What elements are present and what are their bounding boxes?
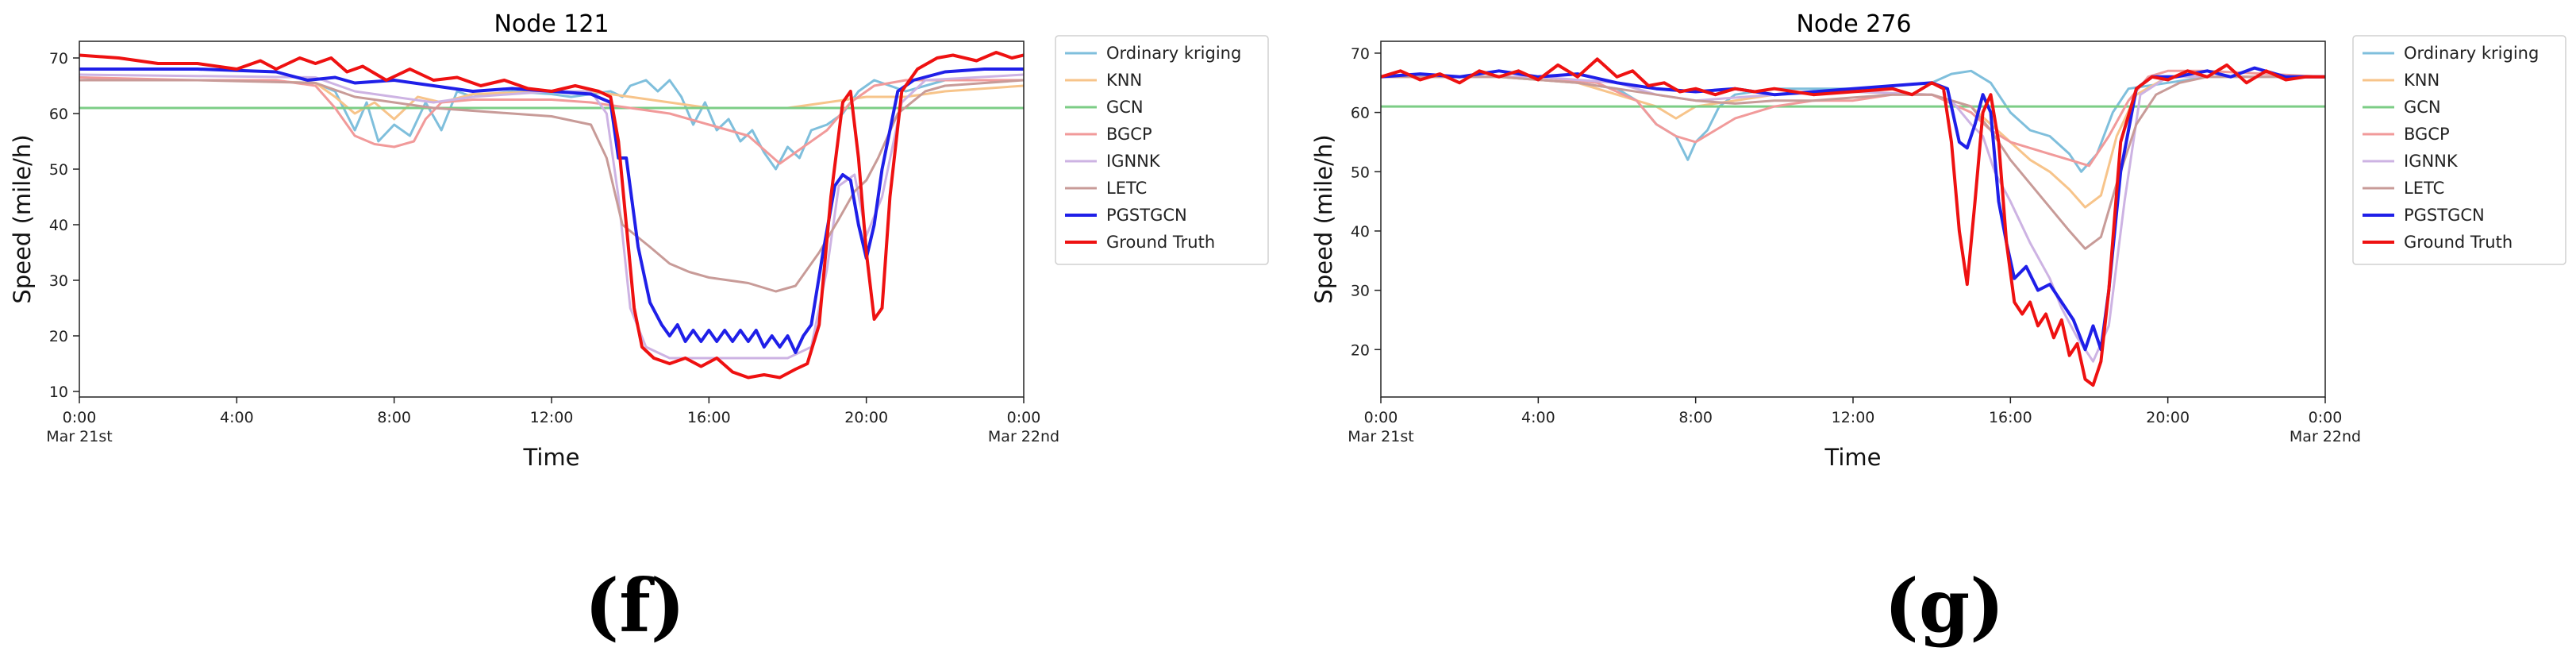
x-tick-sublabel: Mar 21st — [1348, 428, 1413, 445]
y-tick-label: 20 — [49, 328, 68, 345]
x-tick-label: 16:00 — [687, 409, 731, 426]
series-line-letc — [79, 79, 1024, 293]
y-tick-label: 20 — [1351, 341, 1370, 359]
x-axis-label: Time — [1824, 444, 1882, 471]
x-tick-sublabel: Mar 22nd — [988, 428, 1059, 445]
y-tick-label: 70 — [49, 50, 68, 67]
y-tick-label: 60 — [49, 106, 68, 123]
chart-title: Node 121 — [494, 10, 609, 38]
legend-entry-gcn: GCN — [1106, 98, 1144, 117]
x-axis-label: Time — [523, 444, 580, 471]
series-line-knn — [1381, 75, 2325, 209]
legend: Ordinary kriging KNN GCN BGCP IGNNK LETC PGSTG… — [1055, 35, 1269, 265]
legend-entry-knn: KNN — [1106, 71, 1142, 90]
y-tick-label: 50 — [49, 161, 68, 179]
legend: Ordinary kriging KNN GCN BGCP IGNNK LETC PGSTG… — [2352, 35, 2566, 265]
plot-area: 10 20 30 40 50 60 70 0:00 Mar 21st 4:00 8:00 12:00 1… — [9, 40, 1059, 471]
panel-label: (g) — [1884, 563, 2004, 649]
y-tick-label: 60 — [1351, 105, 1370, 122]
x-tick-label: 4:00 — [1521, 409, 1555, 426]
y-tick-label: 70 — [1351, 45, 1370, 63]
legend-entry-ordinary-kriging: Ordinary kriging — [1106, 44, 1241, 63]
plot-area: 20 30 40 50 60 70 0:00 Mar 21st 4:00 8:00 12:00 16:… — [1310, 40, 2361, 471]
legend-entry-ground-truth: Ground Truth — [1106, 233, 1215, 252]
legend-entry-bgcp: BGCP — [2404, 125, 2450, 144]
legend-entry-gcn: GCN — [2404, 98, 2441, 117]
y-axis-label: Speed (mile/h) — [1310, 134, 1337, 303]
y-tick-label: 30 — [1351, 283, 1370, 300]
series-line-pgstgcn — [79, 67, 1024, 354]
legend-entry-letc: LETC — [2404, 179, 2444, 198]
legend-entry-pgstgcn: PGSTGCN — [1106, 206, 1187, 225]
x-tick-label: 4:00 — [220, 409, 254, 426]
x-tick-sublabel: Mar 22nd — [2290, 428, 2361, 445]
legend-entry-ignnk: IGNNK — [2404, 152, 2459, 171]
chart-panel-f: Node 121 10 20 30 40 50 60 70 0:00 Mar 21st 4:00 8… — [9, 10, 1269, 649]
y-tick-label: 10 — [49, 384, 68, 401]
panel-label: (f) — [585, 563, 686, 649]
x-tick-label: 0:00 — [63, 409, 97, 426]
legend-entry-ground-truth: Ground Truth — [2404, 233, 2513, 252]
legend-entry-bgcp: BGCP — [1106, 125, 1152, 144]
legend-entry-pgstgcn: PGSTGCN — [2404, 206, 2485, 225]
series-line-ground-truth — [1381, 57, 2325, 387]
x-tick-label: 20:00 — [844, 409, 888, 426]
legend-entry-ordinary-kriging: Ordinary kriging — [2404, 44, 2539, 63]
x-tick-label: 0:00 — [1364, 409, 1398, 426]
x-tick-label: 12:00 — [1832, 409, 1875, 426]
chart-title: Node 276 — [1796, 10, 1911, 38]
legend-entry-letc: LETC — [1106, 179, 1147, 198]
series-line-ordinary-kriging — [79, 76, 1024, 171]
x-tick-label: 0:00 — [1007, 409, 1041, 426]
x-tick-sublabel: Mar 21st — [46, 428, 112, 445]
x-tick-label: 16:00 — [1989, 409, 2032, 426]
y-tick-label: 50 — [1351, 164, 1370, 181]
y-tick-label: 40 — [1351, 223, 1370, 241]
series-line-ground-truth — [79, 51, 1024, 380]
legend-entry-knn: KNN — [2404, 71, 2440, 90]
legend-box — [2352, 35, 2566, 265]
x-tick-label: 8:00 — [377, 409, 411, 426]
x-tick-label: 0:00 — [2309, 409, 2343, 426]
series-lines — [1381, 57, 2325, 387]
x-tick-label: 20:00 — [2146, 409, 2190, 426]
series-line-bgcp — [79, 76, 1024, 165]
y-axis-label: Speed (mile/h) — [9, 134, 36, 303]
x-tick-label: 12:00 — [530, 409, 574, 426]
legend-box — [1055, 35, 1269, 265]
y-tick-label: 40 — [49, 217, 68, 234]
chart-panel-g: Node 276 20 30 40 50 60 70 0:00 Mar 21st 4:00 8:0… — [1310, 10, 2566, 649]
y-tick-label: 30 — [49, 272, 68, 290]
series-lines — [79, 51, 1024, 380]
x-tick-label: 8:00 — [1678, 409, 1713, 426]
legend-entry-ignnk: IGNNK — [1106, 152, 1161, 171]
